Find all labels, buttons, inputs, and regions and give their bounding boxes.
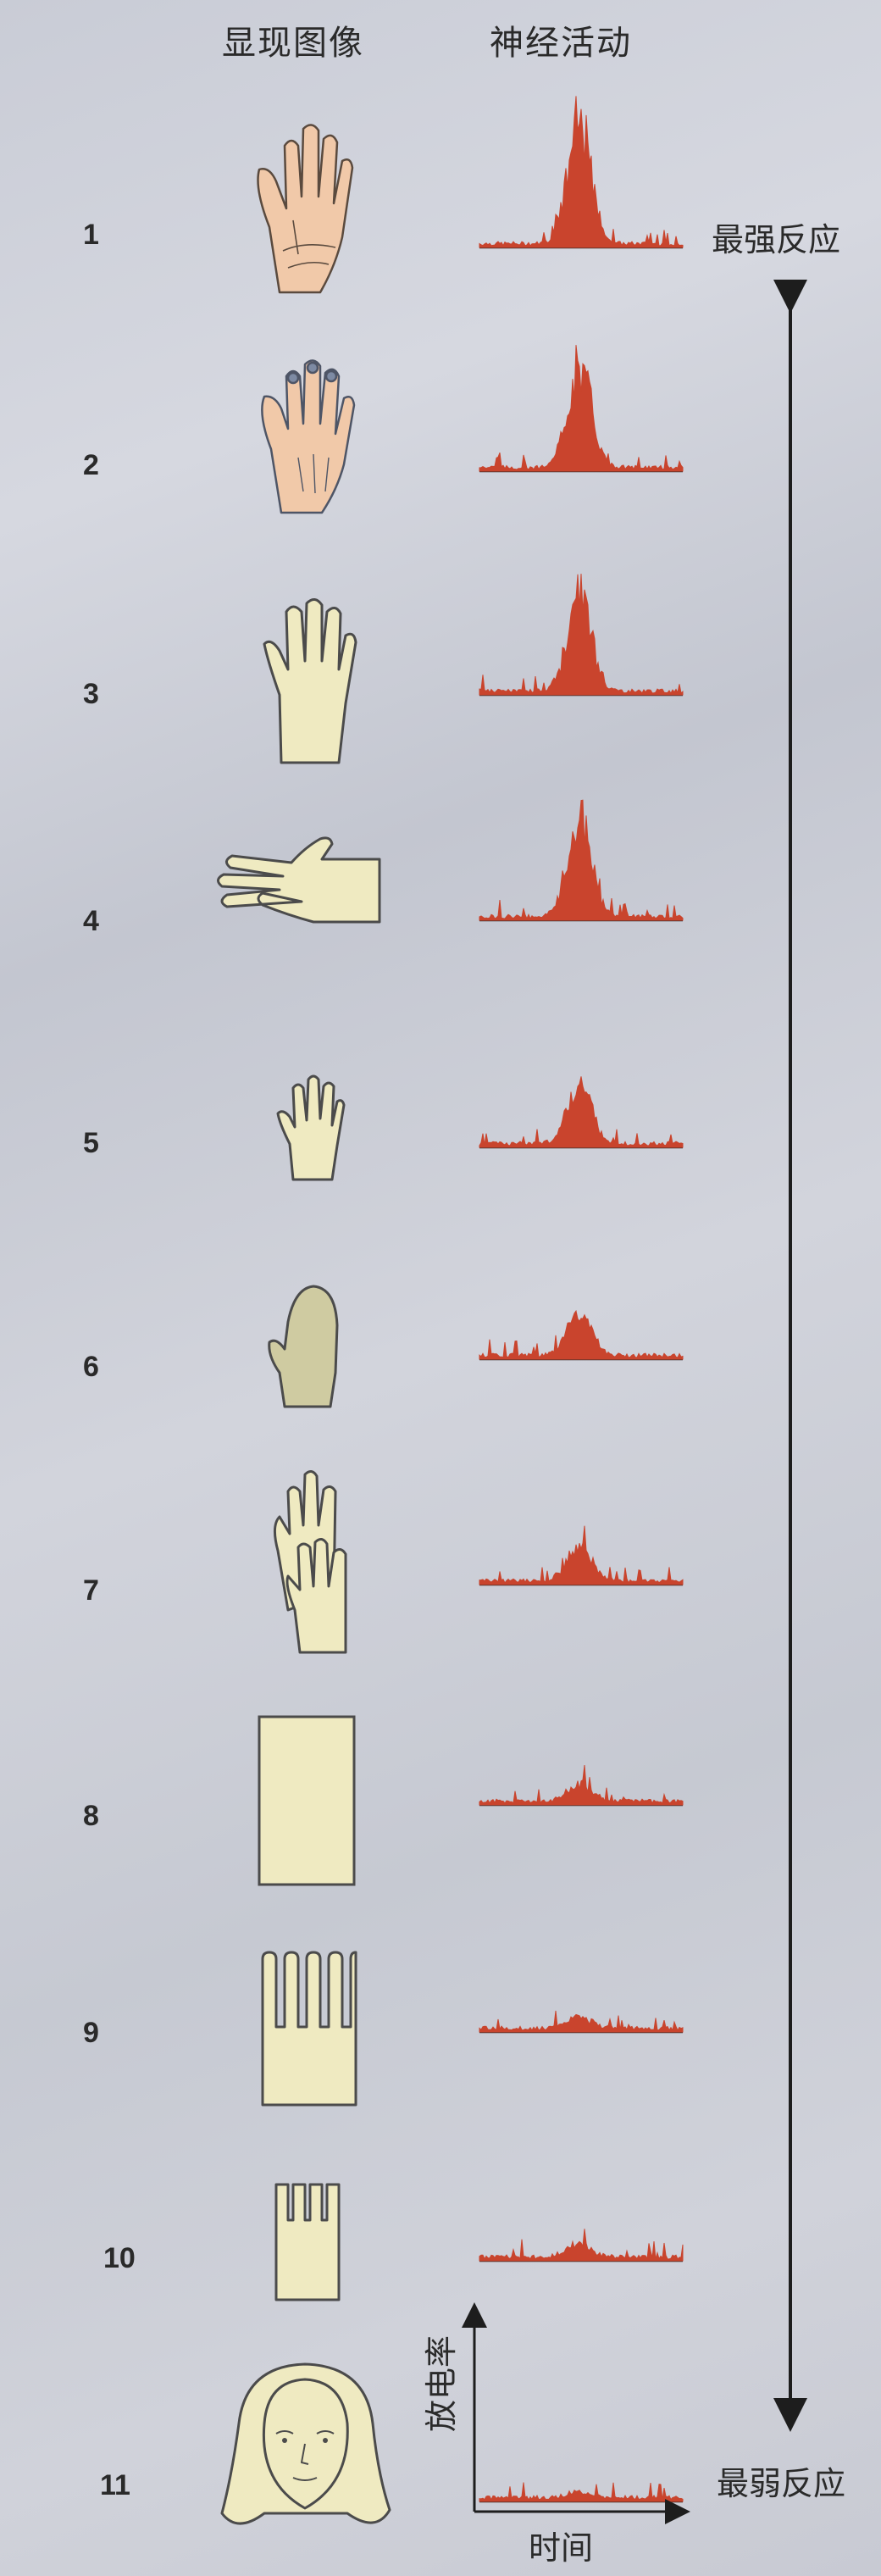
row-number-9: 9	[83, 2017, 99, 2049]
hand-outline-icon	[263, 598, 357, 764]
row-number-11: 11	[100, 2469, 130, 2501]
x-axis-label: 时间	[529, 2529, 594, 2567]
activity-trace-4	[479, 799, 684, 922]
mitten-icon	[268, 1285, 339, 1408]
rectangle-icon	[258, 1715, 356, 1886]
small-comb-icon	[274, 2183, 341, 2301]
row-number-4: 4	[83, 905, 99, 937]
row-number-6: 6	[83, 1351, 99, 1383]
neural-activity-traces	[479, 96, 684, 2503]
hand-back-colored-icon	[261, 359, 356, 514]
activity-trace-3	[479, 574, 684, 697]
weakest-response-label: 最弱反应	[717, 2465, 846, 2502]
row-number-3: 3	[83, 678, 99, 710]
activity-trace-6	[479, 1309, 684, 1361]
header-activity: 神经活动	[490, 24, 632, 63]
row-number-5: 5	[83, 1127, 99, 1159]
comb-shape-icon	[261, 1951, 357, 2107]
face-icon	[220, 2362, 391, 2525]
overlapping-hands-icon	[274, 1470, 347, 1654]
small-hand-icon	[276, 1074, 346, 1181]
row-number-1: 1	[83, 219, 99, 251]
activity-trace-5	[479, 1076, 684, 1149]
firing-rate-axes	[462, 2302, 690, 2524]
hand-palm-colored-icon	[257, 124, 354, 294]
activity-trace-2	[479, 345, 684, 473]
row-number-8: 8	[83, 1800, 99, 1832]
row-number-10: 10	[103, 2242, 136, 2274]
row-number-2: 2	[83, 449, 99, 481]
hand-sideways-icon	[217, 836, 381, 924]
strongest-response-label: 最强反应	[712, 221, 841, 258]
activity-trace-11	[479, 2482, 684, 2503]
y-axis-label: 放电率	[423, 2334, 460, 2432]
activity-trace-7	[479, 1525, 684, 1586]
activity-trace-8	[479, 1764, 684, 1807]
row-number-7: 7	[83, 1574, 99, 1607]
activity-trace-1	[479, 96, 684, 249]
header-images: 显现图像	[222, 24, 364, 63]
activity-trace-10	[479, 2229, 684, 2262]
activity-trace-9	[479, 2010, 684, 2034]
